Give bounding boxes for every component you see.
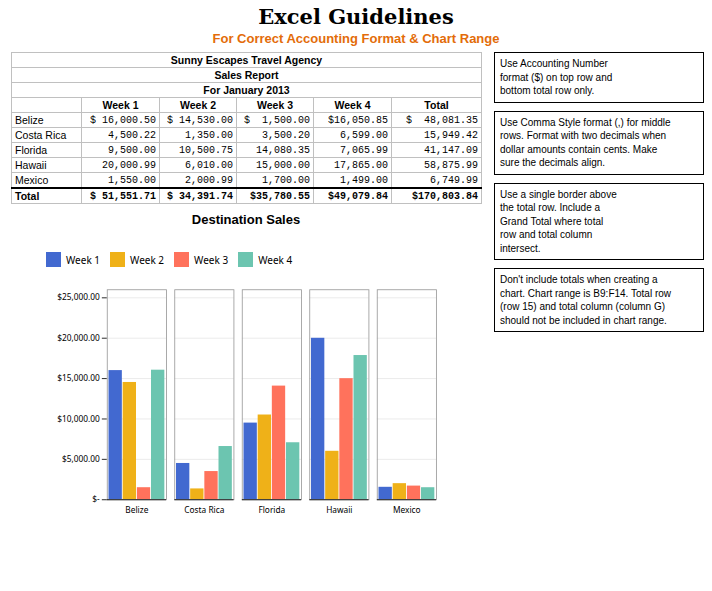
html-text:4,500.22: 4,500.22 — [108, 129, 156, 141]
html-text:6,749.99: 6,749.99 — [430, 174, 478, 186]
html-text:58,875.99: 58,875.99 — [424, 159, 478, 171]
svg-text:Hawaii: Hawaii — [326, 504, 352, 515]
html-text:Belize: Belize — [15, 114, 44, 126]
html-text:14,080.35: 14,080.35 — [256, 144, 310, 156]
svg-text:$15,000.00: $15,000.00 — [57, 372, 100, 383]
html-text:For Correct Accounting Format: For Correct Accounting Format & Chart Ra… — [212, 31, 500, 46]
html-text:Week 3: Week 3 — [257, 99, 293, 111]
svg-text:Mexico: Mexico — [393, 504, 421, 515]
html-text:6,010.00: 6,010.00 — [185, 159, 233, 171]
svg-text:$20,000.00: $20,000.00 — [57, 332, 100, 343]
html-text:7,065.99: 7,065.99 — [340, 144, 388, 156]
html-text:$16,050.85: $16,050.85 — [328, 114, 388, 126]
html-text:Use Comma Style format (,) for: Use Comma Style format (,) for middle ro… — [500, 116, 671, 168]
html-text:41,147.09: 41,147.09 — [424, 144, 478, 156]
html-text:Use Accounting Number format (: Use Accounting Number format ($) on top … — [500, 58, 613, 96]
html-text:$ 16,000.50: $ 16,000.50 — [90, 114, 156, 126]
html-text:17,865.00: 17,865.00 — [334, 159, 388, 171]
html-text:Don't include totals when crea: Don't include totals when creating a cha… — [500, 274, 671, 326]
svg-text:$-: $- — [92, 493, 100, 504]
html-text:Week 2: Week 2 — [130, 252, 165, 267]
html-text:Week 4: Week 4 — [258, 252, 293, 267]
html-text:1,550.00: 1,550.00 — [108, 174, 156, 186]
html-text:Costa Rica: Costa Rica — [15, 129, 67, 141]
html-text:10,500.75: 10,500.75 — [179, 144, 233, 156]
html-text:$35,780.55: $35,780.55 — [250, 190, 310, 202]
html-text:Week 1: Week 1 — [102, 99, 139, 111]
html-text:1,350.00: 1,350.00 — [185, 129, 233, 141]
html-text:1,700.00: 1,700.00 — [262, 174, 310, 186]
svg-text:Costa Rica: Costa Rica — [184, 504, 224, 515]
html-text:Hawaii: Hawaii — [15, 159, 47, 171]
html-text:Week 1: Week 1 — [66, 252, 100, 267]
html-text:Sales Report: Sales Report — [214, 69, 279, 81]
html-text:$170,803.84: $170,803.84 — [412, 190, 478, 202]
html-text:1,499.00: 1,499.00 — [340, 174, 388, 186]
html-text:$ 34,391.74: $ 34,391.74 — [167, 190, 233, 202]
html-text:For January 2013: For January 2013 — [203, 84, 290, 96]
html-text:$ 51,551.71: $ 51,551.71 — [90, 190, 156, 202]
html-text:20,000.99: 20,000.99 — [102, 159, 156, 171]
html-text:3,500.20: 3,500.20 — [262, 129, 310, 141]
html-text:15,000.00: 15,000.00 — [256, 159, 310, 171]
html-text:Total: Total — [424, 99, 449, 111]
html-text:$ 1,500.00: $ 1,500.00 — [244, 114, 310, 126]
html-text:$ 14,530.00: $ 14,530.00 — [167, 114, 233, 126]
html-text:Florida: Florida — [15, 144, 48, 156]
html-text:6,599.00: 6,599.00 — [340, 129, 388, 141]
html-text:Excel Guidelines: Excel Guidelines — [258, 4, 454, 29]
html-text:$49,079.84: $49,079.84 — [328, 190, 388, 202]
html-text:$ 48,081.35: $ 48,081.35 — [406, 114, 478, 126]
html-text:Sunny Escapes Travel Agency: Sunny Escapes Travel Agency — [170, 54, 323, 66]
html-text:Week 3: Week 3 — [194, 252, 229, 267]
svg-text:$25,000.00: $25,000.00 — [57, 291, 100, 302]
html-text:Total: Total — [15, 190, 40, 202]
svg-text:$5,000.00: $5,000.00 — [62, 453, 100, 464]
svg-text:Florida: Florida — [258, 504, 285, 515]
html-text:Week 2: Week 2 — [180, 99, 216, 111]
html-text:Destination Sales: Destination Sales — [191, 212, 301, 227]
html-text:Mexico: Mexico — [15, 174, 49, 186]
html-text:9,500.00: 9,500.00 — [108, 144, 156, 156]
svg-text:$10,000.00: $10,000.00 — [57, 413, 100, 424]
html-text:Week 4: Week 4 — [334, 99, 371, 111]
html-text:2,000.99: 2,000.99 — [185, 174, 233, 186]
svg-text:Belize: Belize — [125, 504, 148, 515]
html-text:15,949.42: 15,949.42 — [424, 129, 478, 141]
html-text:Use a single border above the: Use a single border above the total row.… — [500, 188, 617, 254]
